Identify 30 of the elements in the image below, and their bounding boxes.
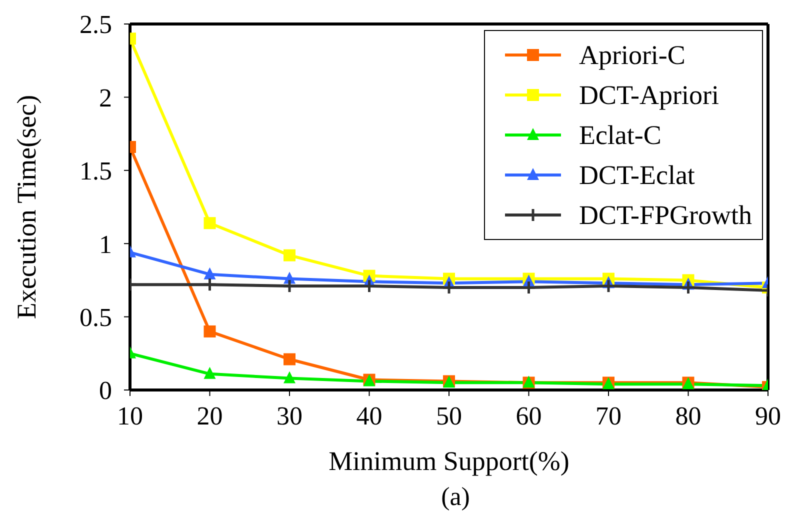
y-tick-label: 0 xyxy=(99,376,112,406)
x-tick-label: 70 xyxy=(596,401,622,430)
y-tick-label: 0.5 xyxy=(80,303,112,332)
x-tick-label: 30 xyxy=(276,401,302,430)
text: (a) xyxy=(440,482,471,511)
y-axis-title: Execution Time(sec) xyxy=(12,94,42,320)
point xyxy=(204,325,216,338)
point xyxy=(284,371,296,384)
y-tick-label: 1.5 xyxy=(80,156,112,186)
point xyxy=(284,353,296,366)
x-tick-label: 50 xyxy=(436,401,462,430)
legend-label: DCT-FPGrowth xyxy=(578,200,752,230)
legend-label: Eclat-C xyxy=(578,120,662,150)
x-tick-label: 60 xyxy=(516,401,542,430)
x-axis-title: Minimum Support(%) xyxy=(328,446,570,476)
point xyxy=(204,267,216,280)
legend-label: Apriori-C xyxy=(578,40,686,70)
x-tick-label: 10 xyxy=(117,401,143,430)
y-tick-label: 2 xyxy=(99,83,112,112)
y-tick-label: 1 xyxy=(99,230,112,259)
point xyxy=(204,217,216,230)
point xyxy=(284,249,296,262)
x-tick-label: 20 xyxy=(196,401,223,430)
x-tick-label: 90 xyxy=(755,401,781,430)
y-tick-label: 2.5 xyxy=(80,10,112,40)
legend-label: DCT-Apriori xyxy=(578,80,719,110)
x-tick-label: 40 xyxy=(356,401,382,430)
legend-label: DCT-Eclat xyxy=(578,160,695,190)
point xyxy=(204,366,216,379)
x-tick-label: 80 xyxy=(675,401,702,430)
